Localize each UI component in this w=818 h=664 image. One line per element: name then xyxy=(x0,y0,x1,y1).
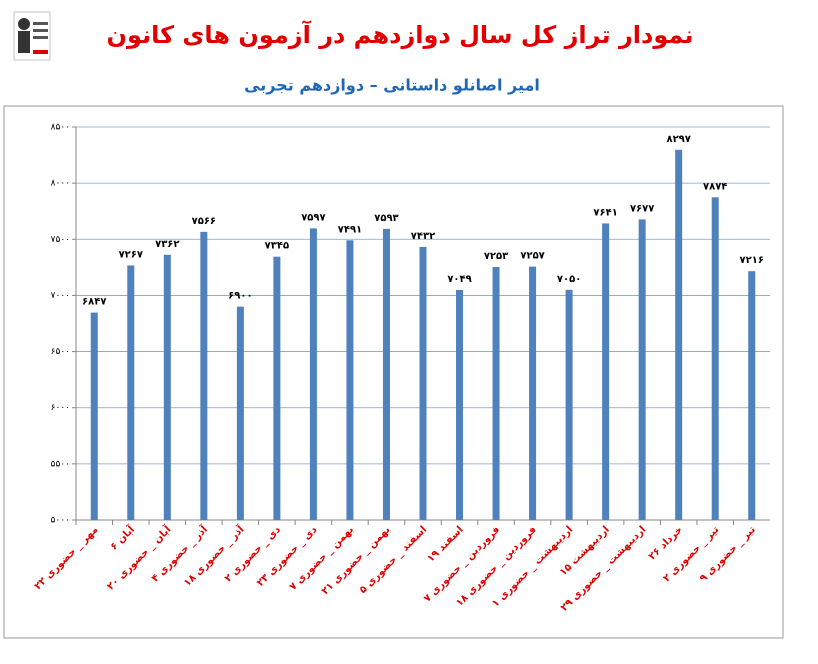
y-tick-label: ۶۰۰۰ xyxy=(51,403,70,413)
value-label: ۷۸۷۴ xyxy=(703,181,727,192)
bar xyxy=(748,271,756,520)
bar xyxy=(382,228,390,520)
bar xyxy=(456,289,464,520)
bar xyxy=(602,223,610,520)
value-label: ۷۲۵۳ xyxy=(484,251,508,262)
value-label: ۷۳۶۲ xyxy=(155,239,179,250)
x-tick-label: ۲۶ خرداد xyxy=(647,524,685,562)
value-label: ۶۸۴۷ xyxy=(82,297,106,308)
chart-subtitle: امیر اصانلو داستانی – دوازدهم تجربی xyxy=(244,76,540,95)
bar xyxy=(419,246,427,520)
y-tick-label: ۸۰۰۰ xyxy=(51,179,70,189)
x-tick-label: ۵ اسفند _ حضوری xyxy=(358,524,430,596)
value-label: ۷۵۶۶ xyxy=(192,216,216,227)
bar xyxy=(711,197,719,520)
value-label: ۷۵۹۷ xyxy=(301,212,325,223)
value-label: ۷۰۴۹ xyxy=(447,274,471,285)
value-label: ۸۲۹۷ xyxy=(666,134,690,145)
x-tick-label: ۱۸ آذر _ حضوری xyxy=(181,523,247,589)
value-label: ۷۲۶۷ xyxy=(119,249,143,260)
value-label: ۷۲۱۶ xyxy=(740,255,764,266)
x-tick-label: ۲۱ بهمن _ حضوری xyxy=(320,524,393,597)
value-label: ۷۴۳۲ xyxy=(411,231,435,242)
bar xyxy=(529,266,537,520)
bar xyxy=(127,265,135,520)
chart-title: نمودار تراز کل سال دوازدهم در آزمون های … xyxy=(107,20,694,49)
value-label: ۷۰۵۰ xyxy=(557,274,581,285)
bar xyxy=(163,254,171,521)
chart-frame xyxy=(3,105,784,639)
value-label: ۷۳۴۵ xyxy=(265,241,289,252)
x-tick-label: ۲۰ آبان _ حضوری xyxy=(104,523,174,593)
bar xyxy=(675,149,683,520)
y-tick-label: ۶۵۰۰ xyxy=(51,347,70,357)
y-tick-label: ۵۰۰۰ xyxy=(51,516,70,526)
x-tick-label: ۲۲ مهر _ حضوری xyxy=(33,524,101,592)
logo xyxy=(13,11,51,61)
bar xyxy=(200,231,208,520)
value-label: ۷۲۵۷ xyxy=(520,251,544,262)
bar xyxy=(492,267,500,520)
y-tick-label: ۷۰۰۰ xyxy=(51,291,70,301)
x-tick-label: ۷ بهمن _ حضوری xyxy=(288,524,357,593)
y-tick-label: ۷۵۰۰ xyxy=(51,235,70,245)
value-label: ۷۶۴۱ xyxy=(593,207,617,218)
value-label: ۷۶۷۷ xyxy=(630,203,654,214)
value-label: ۷۴۹۱ xyxy=(338,224,362,235)
y-tick-label: ۵۵۰۰ xyxy=(51,459,70,469)
bar xyxy=(273,256,281,520)
value-label: ۷۵۹۳ xyxy=(374,213,398,224)
bar xyxy=(90,312,98,520)
bar xyxy=(638,219,646,521)
x-tick-label: ۶ آبان xyxy=(107,523,137,553)
y-tick-label: ۸۵۰۰ xyxy=(51,123,70,133)
bar xyxy=(346,240,354,521)
bar xyxy=(236,306,244,520)
bar xyxy=(565,289,573,520)
value-label: ۶۹۰۰ xyxy=(228,291,252,302)
bar xyxy=(309,228,317,521)
